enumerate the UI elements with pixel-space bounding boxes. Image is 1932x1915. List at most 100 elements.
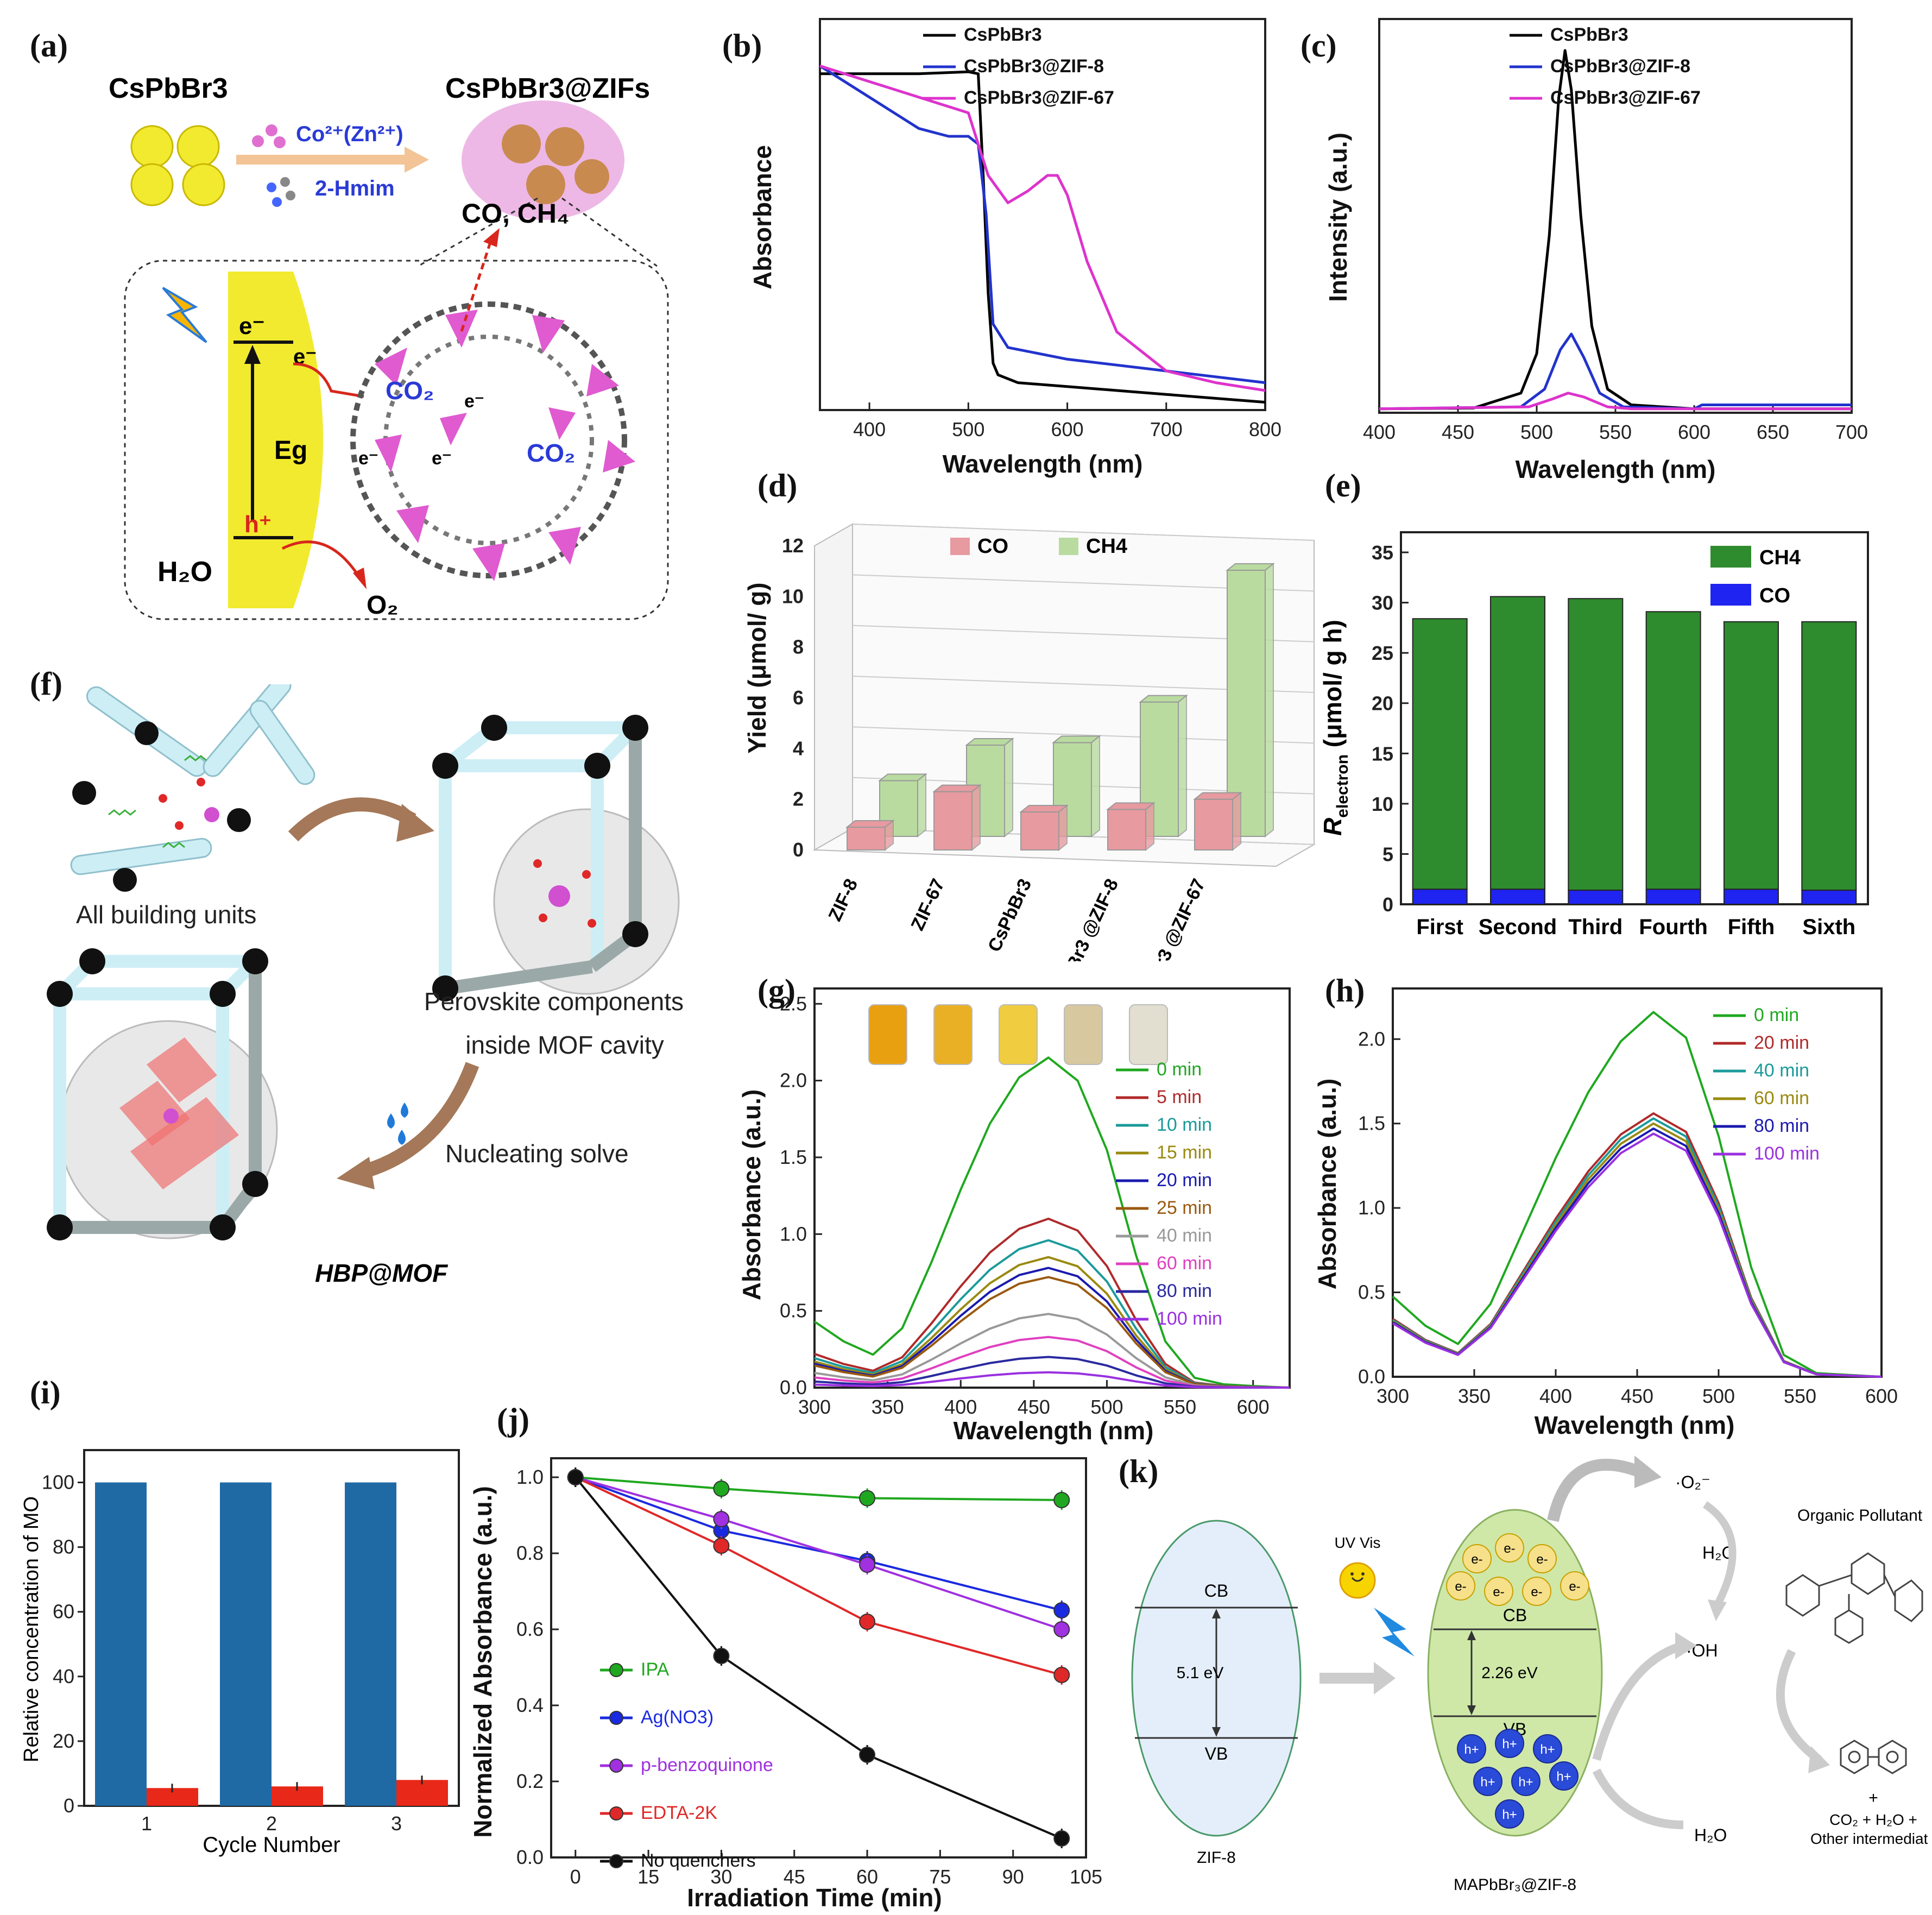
series-line-cspbbr3: [1379, 49, 1852, 411]
hole-icon: [1549, 1761, 1579, 1791]
legend-label: 0 min: [1157, 1059, 1202, 1080]
legend-swatch: [950, 538, 970, 555]
hole-label: h⁺: [244, 511, 272, 538]
sample-vial-icon: [1129, 1004, 1168, 1065]
bar-co: [1194, 798, 1233, 851]
bar-co: [1568, 890, 1624, 905]
panel-label-d: (d): [757, 468, 798, 503]
bar-side: [917, 773, 926, 838]
x-tick-label: 450: [1018, 1396, 1050, 1418]
electron-symbol: e-: [1504, 1541, 1515, 1556]
y-tick-label: 60: [53, 1601, 74, 1623]
hole-symbol: h+: [1464, 1742, 1479, 1757]
electron-icon: [1446, 1571, 1475, 1601]
legend-marker: [609, 1663, 623, 1677]
hbp-mof-cube-icon: [47, 948, 278, 1240]
legend-label: CsPbBr3@ZIF-67: [964, 87, 1114, 108]
bar-co: [1412, 889, 1468, 905]
panel-e-electron-rate-chart: Relectron (μmol/ g h) 0 5 10 15 20 25 30 35 Firs…: [1318, 531, 1869, 939]
x-tick-label: 450: [1442, 421, 1474, 443]
synthesis-arrow-icon: [236, 124, 429, 207]
arrow-icon: [288, 797, 416, 842]
panel-c-pl-chart: Intensity (a.u.) Wavelength (nm) 400 450 5…: [1325, 18, 1868, 483]
x-axis-label: Wavelength (nm): [1535, 1411, 1735, 1439]
data-point: [859, 1614, 876, 1630]
category-label: 1: [141, 1812, 152, 1835]
co-zn-ions-label: Co²⁺(Zn²⁺): [296, 122, 403, 146]
y-axis-label: Normalized Absorbance (a.u.): [469, 1486, 497, 1838]
mapbbr3-name-label: MAPbBr₃@ZIF-8: [1454, 1876, 1576, 1894]
building-units-icon: [70, 684, 315, 892]
legend-marker: [609, 1759, 623, 1773]
superoxide-label: ·O₂⁻: [1675, 1472, 1710, 1492]
legend-label: CsPbBr3: [1550, 24, 1628, 45]
electron-icon: [1462, 1544, 1492, 1573]
x-axis-label: Cycle Number: [203, 1833, 340, 1857]
plot-frame: [1378, 18, 1853, 414]
x-tick-label: 600: [1865, 1385, 1898, 1407]
panel-i-cycling-chart: Relative concentration of MO Cycle Numbe…: [20, 1449, 460, 1857]
biphenyl-icon: [1840, 1740, 1907, 1774]
electron-label-4: e⁻: [358, 448, 378, 469]
y-tick-label: 0: [793, 839, 804, 861]
legend-label: CsPbBr3@ZIF-8: [1550, 56, 1690, 77]
bar-co: [847, 827, 886, 851]
bar-before: [345, 1482, 396, 1806]
panel-label-g: (g): [757, 973, 795, 1009]
x-tick-label: 400: [944, 1396, 977, 1418]
bar-side: [1058, 804, 1068, 852]
legend-label: IPA: [641, 1659, 670, 1680]
bar-side: [885, 819, 894, 852]
y-tick-label: 0.2: [516, 1770, 544, 1792]
y-axis-label: Relative concentration of MO: [20, 1496, 43, 1762]
y-tick-label: 6: [793, 686, 804, 709]
panel-a-schematic: CsPbBr3 CsPbBr3@ZIFs Co²⁺(Zn²⁺) 2-Hmim e…: [109, 73, 669, 620]
solvent-drops-icon: [387, 1103, 408, 1145]
electrons-group: e-e-e-e-e-e-e-: [1446, 1533, 1589, 1606]
y-axis-label: Absorbance: [748, 145, 776, 289]
x-tick-label: 400: [853, 418, 886, 440]
legend-label: 40 min: [1754, 1060, 1809, 1081]
x-tick-label: 600: [1237, 1396, 1270, 1418]
y-tick-label: 0: [64, 1794, 74, 1817]
electron-symbol: e-: [1569, 1579, 1580, 1594]
y-tick-label: 2.0: [780, 1069, 807, 1092]
electron-symbol: e-: [1493, 1585, 1504, 1599]
y-tick-label: 1.5: [780, 1146, 807, 1168]
y-tick-label: 80: [53, 1536, 74, 1558]
electron-symbol: e-: [1455, 1579, 1466, 1594]
side-wall: [814, 523, 853, 851]
y-tick-label: 1.5: [1358, 1112, 1385, 1135]
y-tick-label: 0.0: [1358, 1365, 1385, 1388]
co2-label-a: CO₂: [386, 376, 434, 405]
category-label: Second: [1479, 915, 1557, 939]
building-units-label: All building units: [76, 900, 256, 929]
hole-icon: [1457, 1734, 1486, 1763]
series-line-cspbbr3-zif-8: [1379, 332, 1852, 411]
y-tick-label: 8: [793, 636, 804, 658]
data-point: [713, 1511, 730, 1527]
x-tick-label: 700: [1835, 421, 1868, 443]
bar-co: [1107, 809, 1146, 851]
x-tick-label: 800: [1249, 418, 1281, 440]
legend-label: 80 min: [1157, 1281, 1212, 1301]
category-label: Fifth: [1728, 915, 1775, 939]
y-tick-label: 0.0: [516, 1846, 544, 1868]
x-tick-label: 700: [1150, 418, 1183, 440]
y-tick-label: 0: [1382, 893, 1393, 916]
legend-label: CsPbBr3: [964, 24, 1042, 45]
data-point: [1053, 1830, 1070, 1847]
data-point: [1053, 1621, 1070, 1637]
category-label: Third: [1568, 915, 1622, 939]
series-line-5-min: [814, 1218, 1290, 1389]
y-tick-label: 2.0: [1358, 1028, 1385, 1050]
legend-label: No quenchers: [641, 1850, 756, 1871]
x-tick-label: 15: [637, 1866, 659, 1888]
bar-co: [933, 791, 973, 851]
x-tick-label: 90: [1002, 1866, 1024, 1888]
y-tick-label: 35: [1372, 541, 1393, 564]
category-label: CsPbBr3 @ZIF-67: [1125, 875, 1209, 961]
oxygen-label: O₂: [367, 591, 399, 620]
panel-j-quencher-chart: Normalized Absorbance (a.u.) Irradiation…: [469, 1457, 1102, 1912]
legend-label: CH4: [1086, 535, 1127, 558]
